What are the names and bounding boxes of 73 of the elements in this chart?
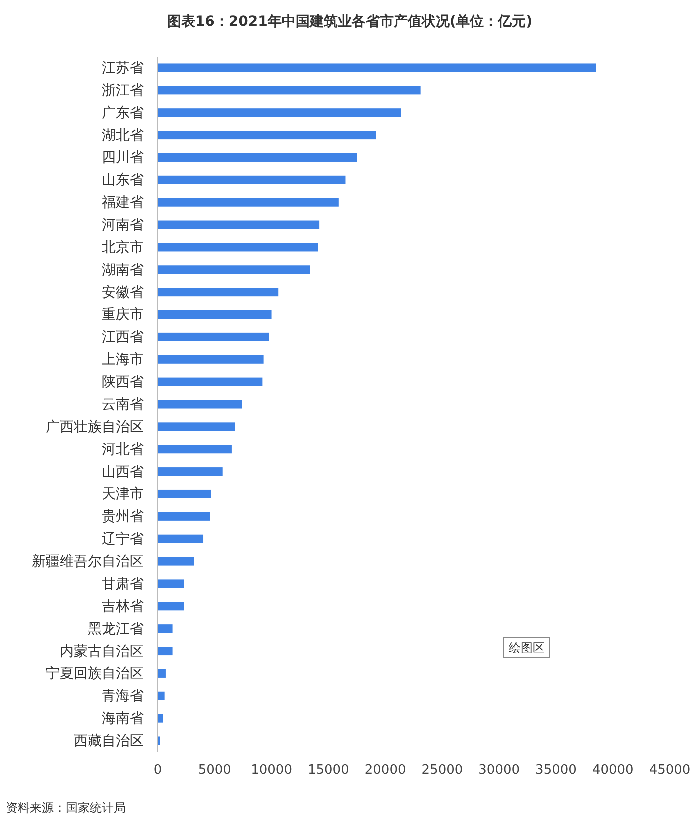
y-tick-label: 安徽省 (102, 284, 144, 301)
y-tick-label: 陕西省 (102, 374, 144, 391)
bar (158, 288, 279, 297)
bar (158, 198, 339, 207)
bar (158, 220, 320, 230)
y-tick-label: 江苏省 (102, 60, 144, 76)
y-tick-label: 浙江省 (102, 82, 144, 99)
y-tick-label: 重庆市 (102, 307, 144, 324)
x-tick-label: 25000 (422, 763, 464, 778)
y-tick-label: 天津市 (102, 486, 144, 503)
bar (158, 468, 223, 476)
y-tick-label: 海南省 (102, 711, 144, 728)
bar (158, 534, 204, 544)
y-tick-label: 山东省 (102, 172, 144, 189)
x-tick-label: 20000 (364, 763, 406, 778)
y-tick-label: 内蒙古自治区 (60, 644, 144, 660)
y-tick-label: 广东省 (102, 105, 144, 122)
bar (158, 176, 346, 184)
bar (158, 243, 318, 252)
y-tick-label: 河北省 (102, 442, 144, 458)
x-tick-label: 30000 (478, 763, 520, 778)
y-tick-label: 北京市 (102, 240, 144, 256)
y-tick-label: 山西省 (102, 464, 144, 480)
bar (158, 512, 210, 521)
bar (158, 422, 236, 432)
bar (158, 490, 212, 498)
bar (158, 378, 263, 386)
bar (158, 108, 402, 118)
y-tick-label: 青海省 (102, 688, 144, 705)
bar (158, 624, 173, 634)
x-tick-label: 5000 (198, 763, 232, 778)
bar (158, 400, 242, 409)
bar (158, 131, 376, 140)
chart-title: 图表16：2021年中国建筑业各省市产值状况(单位：亿元) (167, 13, 533, 30)
y-tick-label: 湖南省 (102, 262, 144, 278)
bar (158, 332, 270, 342)
bar (158, 310, 272, 320)
y-tick-label: 甘肃省 (102, 576, 144, 592)
bar (158, 692, 165, 700)
y-tick-label: 吉林省 (102, 598, 144, 615)
y-tick-label: 辽宁省 (102, 532, 144, 548)
bar (158, 647, 173, 656)
bar (158, 580, 184, 588)
text: 资料来源：国家统计局 (6, 801, 126, 815)
y-tick-label: 宁夏回族自治区 (46, 666, 144, 682)
bar (158, 266, 310, 274)
y-tick-label: 四川省 (102, 150, 144, 166)
y-tick-label: 西藏自治区 (74, 733, 144, 750)
bar (158, 86, 421, 95)
y-tick-label: 新疆维吾尔自治区 (32, 554, 144, 570)
bar (158, 64, 596, 72)
x-tick-label: 40000 (592, 763, 634, 778)
bar (158, 355, 264, 364)
bar (158, 557, 194, 566)
bar (158, 153, 358, 162)
y-tick-label: 河南省 (102, 218, 144, 234)
y-tick-label: 广西壮族自治区 (46, 419, 144, 436)
y-tick-label: 福建省 (102, 195, 144, 212)
bar (158, 602, 184, 611)
x-tick-label: 35000 (536, 763, 577, 778)
bar (158, 445, 232, 454)
y-tick-label: 湖北省 (102, 128, 144, 144)
bar (158, 669, 166, 678)
x-tick-label: 45000 (649, 763, 691, 778)
y-tick-label: 黑龙江省 (88, 621, 144, 638)
x-tick-label: 10000 (251, 763, 292, 778)
x-tick-label: 15000 (308, 763, 350, 778)
x-tick-label: 0 (154, 763, 162, 778)
y-tick-label: 上海市 (102, 352, 144, 368)
annotation: 绘图区 (509, 641, 545, 655)
y-tick-label: 江西省 (102, 330, 144, 346)
y-tick-label: 云南省 (102, 396, 144, 413)
y-tick-label: 贵州省 (102, 509, 144, 526)
